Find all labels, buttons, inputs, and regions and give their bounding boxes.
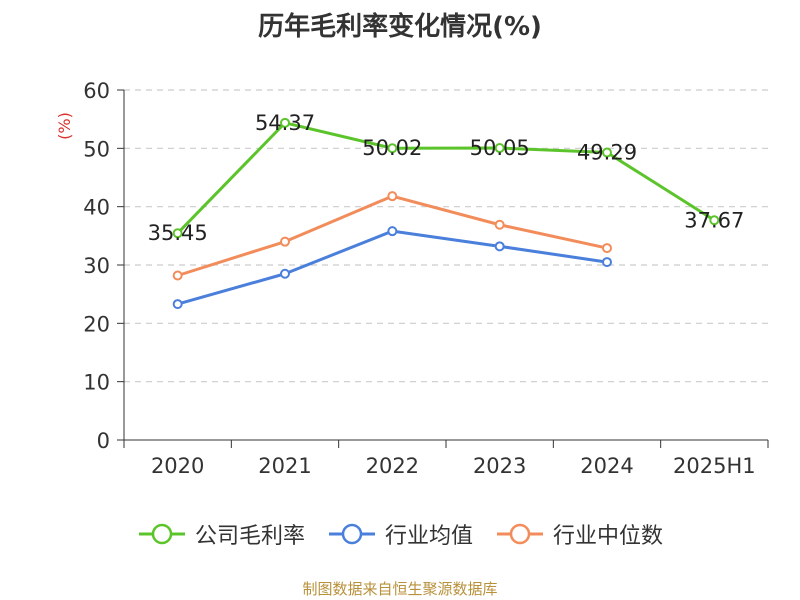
y-tick-label: 50 [83, 137, 110, 161]
legend-item[interactable]: 行业均值 [327, 518, 473, 550]
legend-label: 行业均值 [384, 524, 473, 549]
data-label: 37.67 [684, 208, 744, 232]
data-point [172, 299, 183, 310]
data-point [172, 228, 183, 239]
data-point [602, 243, 612, 254]
data-point [602, 147, 612, 158]
legend-item[interactable]: 行业中位数 [495, 518, 663, 550]
data-point [494, 143, 505, 154]
source-note: 制图数据来自恒生聚源数据库 [302, 580, 498, 598]
x-tick-label: 2021 [258, 454, 311, 478]
chart-title: 历年毛利率变化情况(%) [258, 12, 542, 42]
x-tick-label: 2024 [580, 454, 633, 478]
legend-marker-icon [497, 523, 543, 545]
x-tick-label: 2025H1 [673, 454, 756, 478]
data-point [280, 117, 290, 128]
series-line [177, 229, 608, 306]
y-tick-label: 30 [83, 254, 110, 278]
x-tick-label: 2020 [151, 454, 204, 478]
data-point [387, 226, 398, 237]
legend-label: 行业中位数 [553, 524, 664, 549]
data-label: 35.45 [148, 221, 208, 245]
data-label: 50.02 [362, 136, 422, 160]
data-point [387, 143, 398, 154]
data-point [280, 236, 290, 247]
data-point [709, 215, 720, 226]
x-tick-label: 2022 [366, 454, 419, 478]
data-point [387, 191, 398, 202]
legend-marker-icon [328, 523, 375, 545]
legend-marker-icon [138, 523, 185, 545]
data-point [602, 257, 612, 268]
y-tick-label: 40 [83, 196, 110, 220]
data-point [494, 241, 505, 252]
data-label: 50.05 [470, 136, 530, 160]
y-tick-label: 20 [83, 312, 110, 336]
data-point [280, 268, 290, 279]
y-tick-label: 0 [97, 429, 110, 453]
legend-item[interactable]: 公司毛利率 [137, 518, 305, 550]
x-tick-label: 2023 [473, 454, 526, 478]
legend: 公司毛利率 行业均值 行业中位数 [0, 518, 800, 550]
data-label: 54.37 [255, 111, 315, 135]
y-tick-label: 60 [83, 79, 110, 103]
y-tick-label: 10 [83, 371, 110, 395]
data-point [172, 270, 183, 281]
y-axis-label: (%) [55, 112, 74, 140]
data-label: 49.29 [577, 140, 637, 164]
data-point [494, 219, 505, 230]
series-line [176, 121, 716, 235]
legend-label: 公司毛利率 [194, 524, 305, 549]
